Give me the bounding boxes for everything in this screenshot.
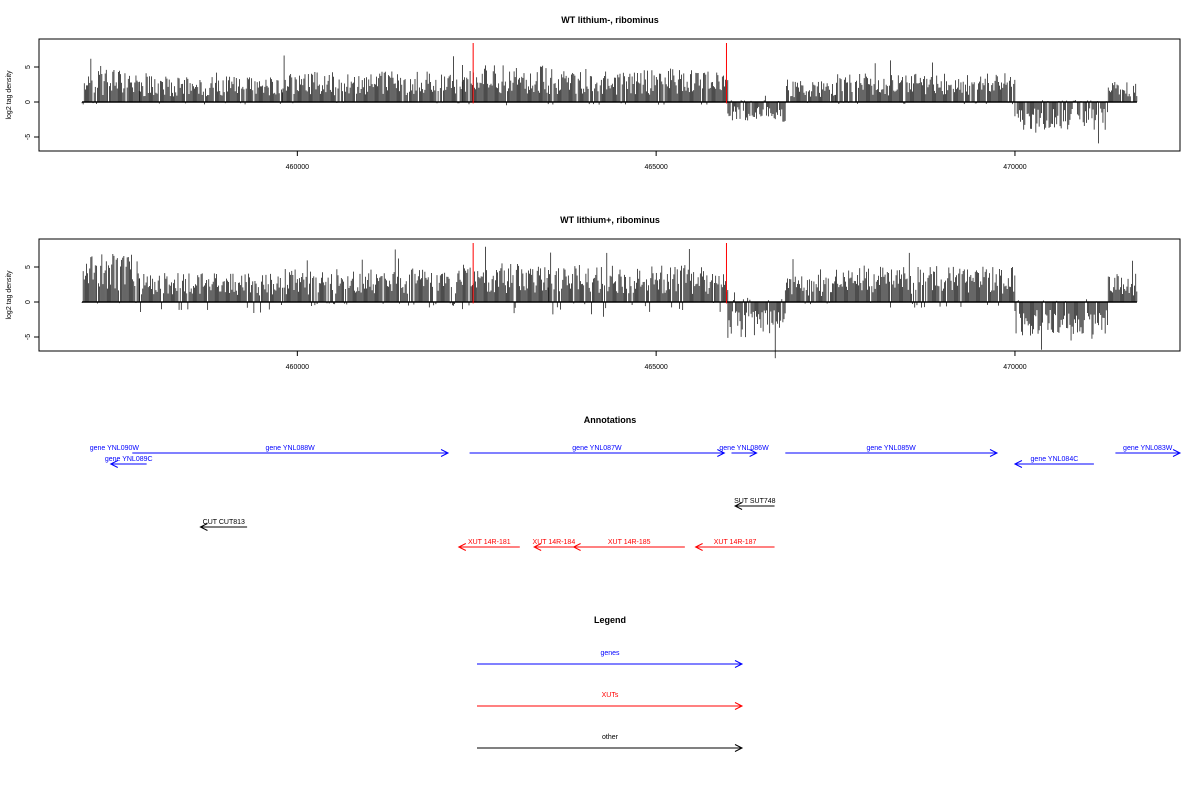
annotation-feature: gene YNL090W (90, 445, 140, 452)
annotation-feature-label: XUT 14R-184 (533, 539, 576, 546)
annotation-feature-label: gene YNL083W (1123, 445, 1173, 452)
annotation-features: gene YNL090W gene YNL089C gene YNL088W gene… (90, 445, 1182, 551)
track-1-markers (472, 43, 727, 104)
annotation-feature-label: SUT SUT748 (734, 498, 776, 505)
legend-items: genes XUTs other (477, 650, 744, 752)
annotation-feature-label: XUT 14R-185 (608, 539, 651, 546)
annotation-feature-label: gene YNL089C (105, 456, 153, 463)
annotation-feature: gene YNL087W (469, 445, 726, 457)
annotation-arrowhead (989, 449, 999, 457)
annotation-feature: XUT 14R-181 (457, 539, 520, 551)
annotation-feature: XUT 14R-187 (694, 539, 775, 551)
annotation-feature: gene YNL083W (1115, 445, 1182, 457)
track-1-y-tick-label: 0 (25, 100, 32, 104)
track-2-y-axis: -5 0 5 (25, 265, 39, 340)
annotation-arrowhead (572, 543, 581, 551)
track-2-title: WT lithium+, ribominus (560, 215, 660, 225)
legend-item-xuts: XUTs (477, 692, 744, 710)
track-1-x-axis: 460000 465000 470000 (286, 151, 1027, 171)
track-1: WT lithium-, ribominus 460000 465000 47000… (6, 15, 1181, 171)
annotation-arrowhead (1013, 460, 1023, 468)
legend-title: Legend (594, 615, 626, 625)
annotation-feature: gene YNL085W (785, 445, 999, 457)
track-2-y-tick-label: 5 (25, 265, 32, 269)
legend-item-arrowhead (734, 744, 744, 752)
annotation-arrowhead (733, 502, 743, 510)
track-1-title: WT lithium-, ribominus (561, 15, 659, 25)
track-2-x-tick-label: 465000 (644, 364, 667, 371)
annotation-arrowhead (694, 543, 703, 551)
track-1-y-axis: -5 0 5 (25, 65, 39, 140)
annotation-feature-label: gene YNL086W (719, 445, 769, 452)
annotation-feature: XUT 14R-185 (572, 539, 685, 551)
annotation-feature-label: gene YNL087W (572, 445, 622, 452)
track-2-bars (81, 246, 1138, 359)
annotation-arrowhead (457, 543, 467, 551)
annotation-feature: gene YNL086W (719, 445, 769, 457)
track-1-plot-box (38, 38, 1181, 152)
annotation-feature-label: XUT 14R-181 (468, 539, 511, 546)
annotation-arrowhead (199, 523, 208, 531)
legend-item-label: other (602, 734, 619, 741)
track-1-x-tick-label: 460000 (286, 164, 309, 171)
annotation-feature: CUT CUT813 (199, 519, 248, 531)
track-1-x-tick-label: 465000 (644, 164, 667, 171)
annotation-feature: gene YNL088W (132, 445, 450, 457)
track-2-markers (472, 243, 727, 304)
annotation-feature-label: CUT CUT813 (203, 519, 245, 526)
annotation-feature-label: gene YNL084C (1031, 456, 1079, 463)
annotation-feature-label: XUT 14R-187 (714, 539, 757, 546)
track-2-ylabel: log2 tag density (6, 270, 13, 320)
track-2-x-tick-label: 460000 (286, 364, 309, 371)
track-1-bars (81, 55, 1138, 144)
legend-panel: Legend genes XUTs other (477, 615, 744, 752)
annotation-arrowhead (533, 543, 542, 551)
annotations-title: Annotations (584, 415, 637, 425)
annotation-arrowhead (717, 449, 726, 457)
legend-item-label: genes (600, 650, 620, 657)
track-2-plot-box (38, 238, 1181, 352)
annotation-feature-label: gene YNL088W (266, 445, 316, 452)
annotation-arrowhead (1172, 449, 1182, 457)
annotation-feature-label: gene YNL090W (90, 445, 140, 452)
annotation-feature: gene YNL084C (1013, 456, 1094, 468)
track-1-ylabel: log2 tag density (6, 70, 13, 120)
annotation-arrowhead (440, 449, 450, 457)
legend-item-other: other (477, 734, 744, 752)
legend-item-genes: genes (477, 650, 744, 668)
annotation-arrowhead (109, 460, 118, 468)
annotation-feature-label: gene YNL085W (867, 445, 917, 452)
annotation-feature: XUT 14R-184 (533, 539, 576, 551)
track-2-x-axis: 460000 465000 470000 (286, 351, 1027, 371)
annotation-feature: SUT SUT748 (733, 498, 776, 510)
track-1-x-tick-label: 470000 (1003, 164, 1026, 171)
track-1-y-tick-label: 5 (25, 65, 32, 69)
legend-item-label: XUTs (602, 692, 619, 699)
track-2-y-tick-label: 0 (25, 300, 32, 304)
track-2-x-tick-label: 470000 (1003, 364, 1026, 371)
legend-item-arrowhead (734, 660, 744, 668)
legend-item-arrowhead (734, 702, 744, 710)
track-2: WT lithium+, ribominus 460000 465000 47000… (6, 215, 1181, 371)
track-1-y-tick-label: -5 (25, 134, 32, 140)
track-2-y-tick-label: -5 (25, 334, 32, 340)
annotation-arrowhead (749, 449, 758, 457)
annotation-feature: gene YNL089C (105, 456, 153, 468)
